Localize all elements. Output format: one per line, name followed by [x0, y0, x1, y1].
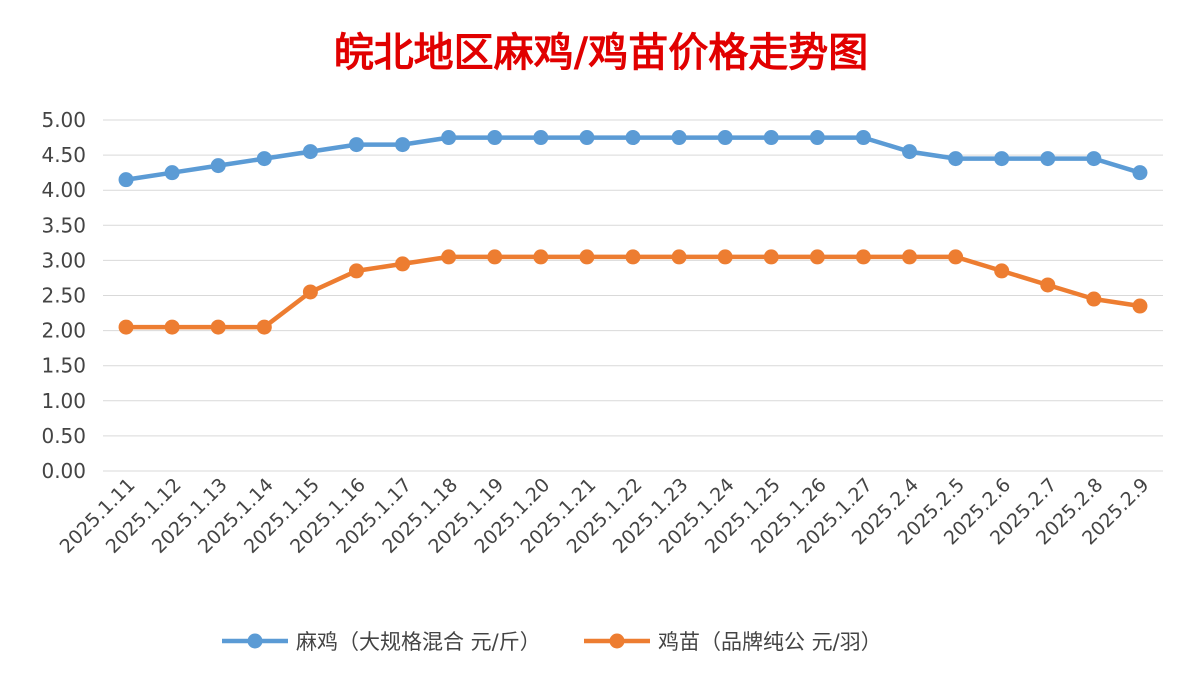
- legend-item: 鸡苗（品牌纯公 元/羽）: [584, 630, 882, 654]
- data-point: [763, 130, 779, 146]
- series-1: [118, 130, 1148, 188]
- data-point: [256, 151, 272, 167]
- data-point: [948, 249, 964, 265]
- y-tick-label: 5.00: [41, 108, 86, 132]
- series-lines: [118, 130, 1148, 335]
- data-point: [1086, 291, 1102, 307]
- data-point: [1040, 277, 1056, 293]
- data-point: [441, 130, 457, 146]
- data-point: [902, 249, 918, 265]
- y-tick-label: 0.00: [41, 459, 86, 483]
- data-point: [118, 172, 134, 188]
- y-tick-label: 4.50: [41, 143, 86, 167]
- legend-marker: [609, 633, 625, 649]
- data-point: [1132, 165, 1148, 181]
- data-point: [717, 130, 733, 146]
- y-tick-label: 3.50: [41, 213, 86, 237]
- series-line: [123, 254, 1143, 330]
- data-point: [210, 319, 226, 335]
- data-point: [763, 249, 779, 265]
- legend-item: 麻鸡（大规格混合 元/斤）: [222, 630, 541, 654]
- data-point: [1086, 151, 1102, 167]
- y-axis-ticks: 0.00 0.50 1.00 1.50 2.00 2.50 3.00 3.50 4.00 4.50…: [41, 108, 86, 483]
- data-point: [256, 319, 272, 335]
- data-point: [579, 249, 595, 265]
- data-point: [1132, 298, 1148, 314]
- data-point: [302, 284, 318, 300]
- data-point: [948, 151, 964, 167]
- data-point: [994, 151, 1010, 167]
- data-point: [441, 249, 457, 265]
- data-point: [902, 144, 918, 160]
- y-tick-label: 1.50: [41, 354, 86, 378]
- data-point: [1040, 151, 1056, 167]
- data-point: [395, 256, 411, 272]
- legend-marker: [247, 633, 263, 649]
- data-point: [302, 144, 318, 160]
- legend-label: 麻鸡（大规格混合 元/斤）: [296, 630, 541, 654]
- y-tick-label: 0.50: [41, 424, 86, 448]
- y-tick-label: 1.00: [41, 389, 86, 413]
- data-point: [164, 165, 180, 181]
- y-tick-label: 2.50: [41, 284, 86, 308]
- data-point: [809, 249, 825, 265]
- data-point: [348, 137, 364, 153]
- data-point: [533, 130, 549, 146]
- series-2: [118, 249, 1148, 335]
- data-point: [164, 319, 180, 335]
- data-point: [579, 130, 595, 146]
- data-point: [348, 263, 364, 279]
- y-tick-label: 4.00: [41, 178, 86, 202]
- y-tick-label: 2.00: [41, 319, 86, 343]
- data-point: [671, 249, 687, 265]
- data-point: [533, 249, 549, 265]
- data-point: [395, 137, 411, 153]
- data-point: [487, 249, 503, 265]
- data-point: [855, 130, 871, 146]
- data-point: [717, 249, 733, 265]
- data-point: [210, 158, 226, 174]
- data-point: [671, 130, 687, 146]
- legend: 麻鸡（大规格混合 元/斤） 鸡苗（品牌纯公 元/羽）: [222, 630, 882, 654]
- data-point: [809, 130, 825, 146]
- grid-lines: [103, 119, 1163, 472]
- data-point: [487, 130, 503, 146]
- data-point: [625, 130, 641, 146]
- data-point: [855, 249, 871, 265]
- chart-title: 皖北地区麻鸡/鸡苗价格走势图: [334, 29, 869, 76]
- x-axis-ticks: 2025.1.112025.1.122025.1.132025.1.142025…: [56, 474, 1154, 558]
- y-tick-label: 3.00: [41, 248, 86, 272]
- data-point: [625, 249, 641, 265]
- data-point: [118, 319, 134, 335]
- data-point: [994, 263, 1010, 279]
- legend-label: 鸡苗（品牌纯公 元/羽）: [658, 630, 882, 654]
